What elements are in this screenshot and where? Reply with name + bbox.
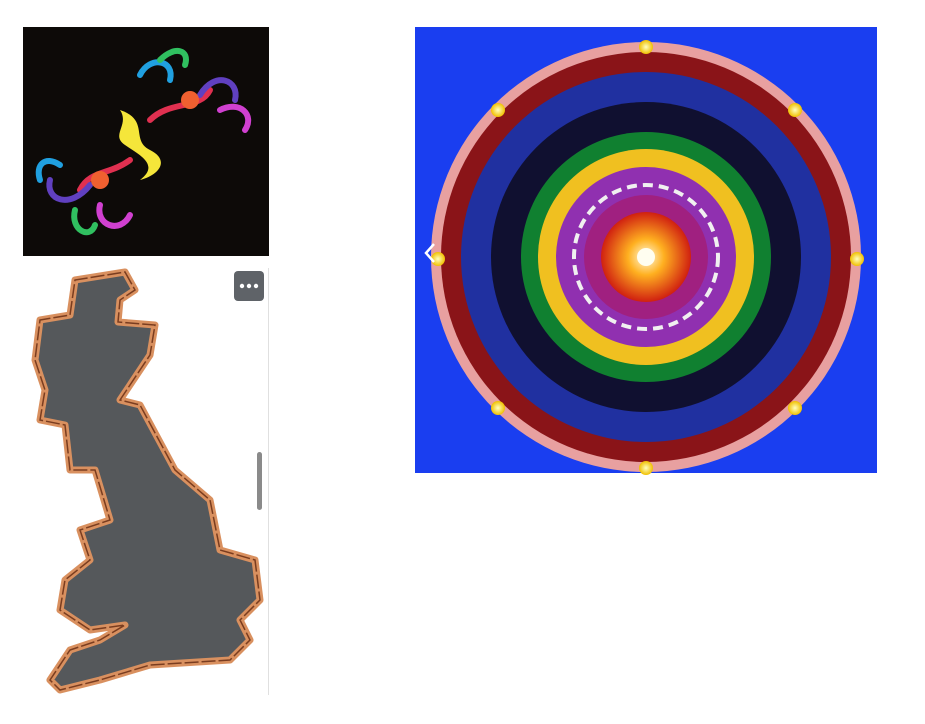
map-panel xyxy=(31,268,269,695)
scrollbar[interactable] xyxy=(257,452,262,510)
prev-arrow[interactable] xyxy=(424,243,435,263)
map-outline xyxy=(34,271,261,691)
more-dot xyxy=(253,283,259,289)
more-dot xyxy=(246,283,252,289)
more-dot xyxy=(239,283,245,289)
fractal-image[interactable] xyxy=(23,27,269,256)
mandala-image[interactable] xyxy=(415,27,877,475)
britain-map[interactable] xyxy=(31,268,264,694)
